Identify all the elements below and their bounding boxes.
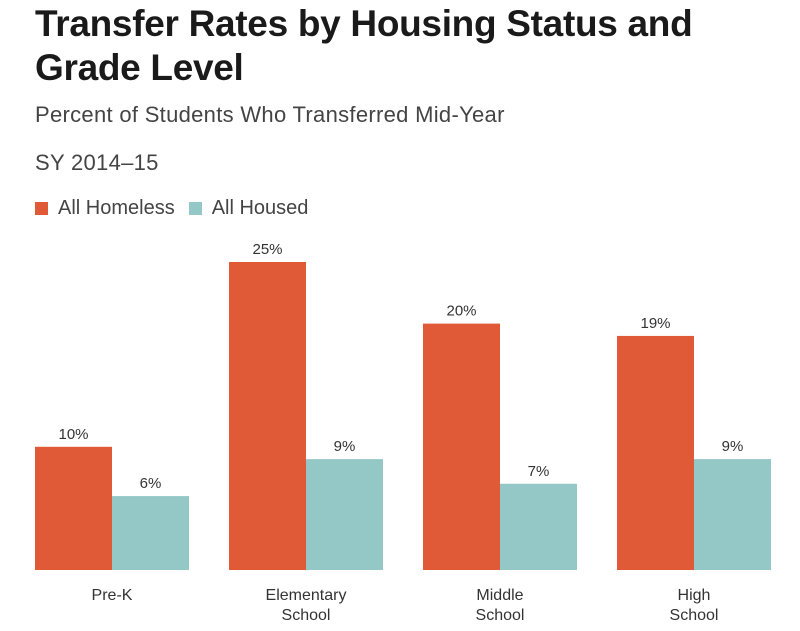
chart-subtitle: Percent of Students Who Transferred Mid-…: [35, 102, 505, 127]
data-label-housed-pre-k: 6%: [140, 475, 162, 492]
data-label-homeless-elementary: 25%: [252, 241, 282, 258]
legend-item-homeless: All Homeless: [35, 197, 175, 220]
legend-label-homeless: All Homeless: [58, 197, 175, 219]
category-label-middle: Middle School: [476, 587, 525, 624]
bar-housed-elementary: [306, 459, 383, 570]
bar-housed-pre-k: [112, 496, 189, 570]
bar-housed-middle: [500, 483, 577, 570]
legend-swatch-homeless: [35, 202, 48, 215]
legend-swatch-housed: [188, 202, 202, 215]
category-label-elementary: Elementary School: [266, 587, 347, 624]
legend: All Homeless All Housed: [35, 197, 322, 220]
school-year-label: SY 2014–15: [35, 150, 159, 175]
data-label-homeless-pre-k: 10%: [58, 426, 88, 443]
legend-item-housed: All Housed: [188, 197, 309, 220]
category-label-high: High School: [670, 587, 719, 624]
data-label-housed-high: 9%: [722, 438, 744, 455]
bar-homeless-elementary: [229, 262, 306, 570]
chart-title: Transfer Rates by Housing Status and Gra…: [35, 3, 693, 88]
bar-homeless-middle: [423, 323, 500, 570]
data-label-housed-elementary: 9%: [334, 438, 356, 455]
data-label-homeless-high: 19%: [640, 315, 670, 332]
category-label-pre-k: Pre-K: [92, 587, 133, 604]
bar-homeless-pre-k: [35, 446, 112, 570]
legend-label-housed: All Housed: [211, 197, 309, 219]
bar-housed-high: [694, 459, 771, 570]
data-label-housed-middle: 7%: [528, 463, 550, 480]
data-label-homeless-middle: 20%: [446, 303, 476, 320]
bar-homeless-high: [617, 335, 694, 570]
